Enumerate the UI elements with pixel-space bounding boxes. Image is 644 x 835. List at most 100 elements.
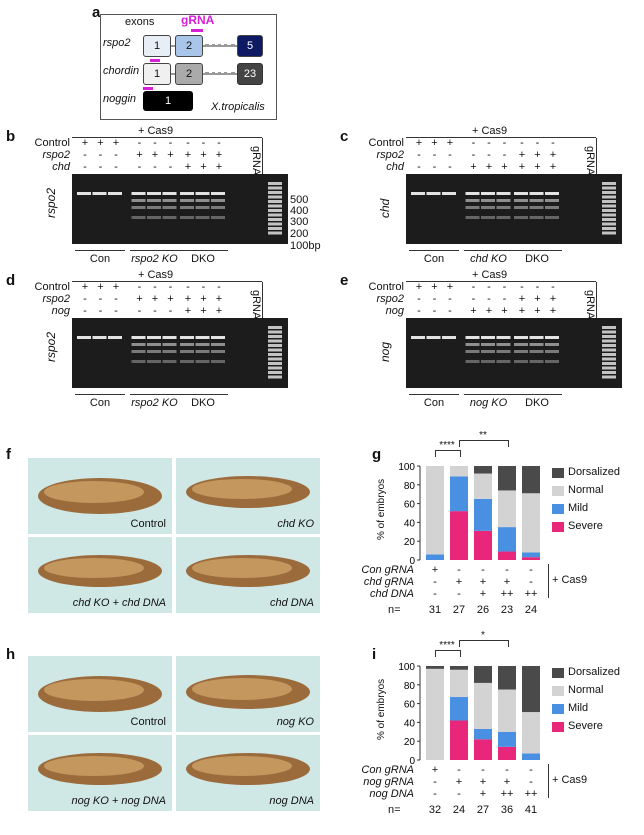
gel-band [131,350,146,353]
gel-band [162,206,177,209]
group-line [409,394,459,395]
group-line [512,394,562,395]
bar-segment-severe [474,739,492,760]
bar-segment-normal [450,669,468,698]
size-400: 400 [290,205,309,217]
embryo-image-nog-ko: nog KO [176,656,320,732]
gel-band [514,360,528,363]
cas9-line [72,137,262,138]
bar-segment-mild [522,552,540,558]
condition-cell: - [83,149,87,161]
panel-label-f: f [6,446,11,463]
gel-band [131,360,146,363]
condition-cell: + [549,149,557,161]
condition-cell: + [415,137,423,149]
gel-band [602,335,616,338]
condition-cell: + [549,305,557,317]
gene-dots-rspo2 [205,44,235,47]
condition-cell: + [200,161,207,173]
gel-band [147,216,161,219]
y-tick-label: 0 [409,556,415,567]
condition-cell: + [431,281,438,293]
condition-cell: + [81,281,89,293]
gel-band [496,199,511,202]
gel-band [545,216,559,219]
bar-segment-dorsalized [522,666,540,713]
condition-cell: ++ [500,588,514,600]
gel-band [147,336,161,339]
condition-cell: - [448,305,452,317]
gel-band [268,209,282,212]
bar-segment-severe [450,511,468,560]
gel-band [108,192,122,195]
gel-band [442,192,456,195]
condition-cell: - [153,305,157,317]
bar-segment-dorsalized [426,666,444,669]
group-label: chd KO [470,253,507,265]
condition-cell: + [470,161,477,173]
n-value: 41 [524,804,538,816]
gel-side-label: nog [378,341,392,362]
gel-band [514,216,528,219]
gel-band [162,336,177,339]
y-tick-label: 80 [404,481,416,492]
condition-row-label: nog gRNA [363,776,414,788]
embryo-image-control-f: Control [28,458,172,534]
panel-label-d: d [6,272,16,289]
legend-label: Normal [568,684,604,696]
exons-label: exons [125,16,155,28]
condition-cell: + [455,776,463,788]
y-tick-label: 100 [398,662,415,673]
gel-band [465,206,480,209]
embryo-image-nog-dna: nog DNA [176,735,320,811]
condition-row-label: Control [34,137,70,149]
group-line [512,250,562,251]
group-label: DKO [191,397,215,409]
gel-band [131,206,146,209]
condition-row-label: Control [368,137,404,149]
y-tick-label: 60 [404,500,416,511]
gel-band [195,336,210,339]
grna-bracket [262,282,263,322]
gel-band [268,186,282,190]
gel-bands [77,182,282,235]
condition-cell: + [431,764,439,776]
embryo-label: nog KO + nog DNA [71,795,166,807]
condition-cell: ++ [524,788,538,800]
condition-cell: + [215,305,223,317]
legend-label: Dorsalized [568,666,620,678]
gel-band [496,192,511,195]
gel-band [602,213,616,217]
condition-cell: - [217,281,221,293]
gel-band [211,350,225,353]
legend-label: Severe [568,520,603,532]
gel-band [602,182,616,185]
cas9-line [406,137,596,138]
gel-band [268,362,282,365]
condition-cell: - [432,161,437,173]
condition-cell: + [431,137,438,149]
condition-row-label: Control [368,281,404,293]
condition-row-label: nog [51,305,70,317]
condition-cell: + [431,564,439,576]
bar-segment-mild [498,527,516,552]
legend-swatch-severe [552,522,564,532]
panel-label-i: i [372,646,377,663]
gel-band [211,216,225,219]
size-200: 200 [290,228,309,240]
gel-band [481,206,495,209]
bar-segment-normal [426,466,444,555]
condition-cell: - [153,137,157,149]
condition-cell: - [457,764,461,776]
gel-band [529,360,544,363]
condition-cell: - [487,137,491,149]
condition-cell: - [83,305,87,317]
condition-cell: - [114,305,118,317]
group-line [178,250,228,251]
condition-cell: - [448,293,452,305]
gel-band [481,343,495,346]
condition-cell: + [200,305,207,317]
gel-band [411,192,425,195]
gel-band [147,199,161,202]
condition-row-label: nog [385,305,404,317]
